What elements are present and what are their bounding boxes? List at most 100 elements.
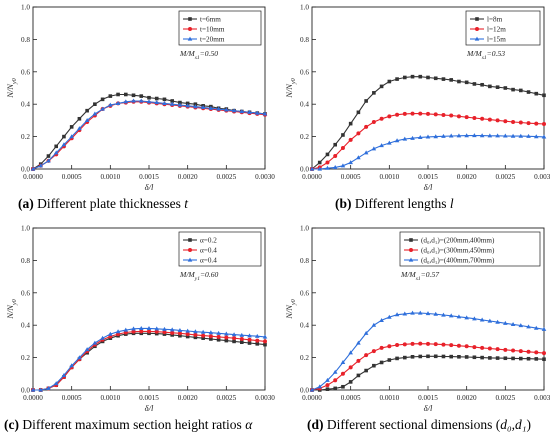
data-point [441,77,446,81]
data-point [379,345,384,350]
data-point [433,354,438,359]
data-point [403,75,407,80]
data-point [542,357,546,362]
data-point [364,368,368,373]
data-point [479,317,485,322]
data-point [185,103,190,108]
data-point [216,330,221,335]
legend-marker [475,27,479,31]
data-point [371,322,377,327]
data-point [503,133,508,138]
data-point [208,334,213,339]
data-point [464,115,469,120]
data-point [231,108,237,113]
data-point [77,355,82,360]
data-point [200,329,206,334]
data-point [387,358,392,362]
data-point [503,347,508,352]
data-point [410,341,415,346]
data-point [154,326,160,331]
data-point [348,380,353,384]
data-point [387,344,392,349]
data-point [263,339,267,344]
data-point [247,341,252,345]
legend: α=0.2 α=0.4 α=0.4 [178,231,262,267]
data-point [231,332,237,337]
data-point [146,99,152,104]
data-point [100,335,105,340]
data-point [216,334,221,339]
legend-label: t=20mm [200,36,225,44]
data-point [456,343,461,348]
data-point [495,347,500,352]
y-tick-label: 1.0 [21,4,30,12]
y-tick-label: 0.6 [300,68,309,76]
data-point [61,142,67,147]
data-point [541,326,547,331]
data-point [379,143,384,148]
data-point [348,365,353,370]
x-tick-label: 0.0005 [62,173,82,181]
data-point [480,345,485,350]
x-axis-label: δ/l [424,182,433,192]
x-axis-label: δ/l [145,182,154,192]
data-point [410,135,415,140]
data-point [518,323,524,328]
data-point [333,154,338,159]
legend-label: t=10mm [200,26,225,34]
data-point [448,313,454,318]
legend-label: (d₀,d₁)=(200mm,400mm) [421,237,495,245]
legend-marker [188,238,192,242]
data-point [247,333,252,338]
moment-ratio-note: M/Ms1=0.57 [400,270,440,282]
data-point [193,335,198,340]
x-tick-label: 0.0005 [62,394,82,402]
data-point [511,348,516,353]
series-2 [309,133,547,171]
legend-marker [475,17,479,21]
data-point [356,155,361,160]
y-tick-label: 0.6 [21,68,30,76]
data-point [170,99,174,103]
data-point [417,310,423,315]
data-point [488,356,492,360]
data-point [185,334,190,339]
data-point [356,373,361,378]
y-tick-label: 0.4 [21,322,30,330]
data-point [417,135,423,140]
data-point [232,336,237,341]
x-tick-label: 0.0020 [457,173,477,181]
data-point [426,75,430,80]
moment-ratio-note: M/Ms1=0.53 [466,49,505,61]
legend-marker [474,36,480,41]
x-tick-label: 0.0015 [418,173,438,181]
data-point [93,102,97,106]
data-point [511,120,516,125]
data-point [185,101,190,106]
data-point [100,97,105,102]
data-point [138,98,144,103]
data-point [38,387,44,392]
x-tick-label: 0.0000 [302,173,322,181]
legend: l=8m l=12m l=15m [465,10,541,46]
data-point [425,134,431,139]
data-point [46,385,51,390]
data-point [224,338,229,343]
data-point [348,160,353,165]
data-point [69,134,74,139]
x-tick-label: 0.0005 [341,173,361,181]
data-point [456,314,462,319]
data-point [379,360,384,365]
data-point [341,133,345,137]
data-point [472,345,477,350]
x-tick-label: 0.0020 [178,394,198,402]
data-point [100,106,105,111]
data-point [503,356,508,361]
data-point [533,134,539,139]
data-point [495,319,500,324]
y-tick-label: 0.2 [300,354,309,362]
caption-d: (d) Different sectional dimensions (d₀,d… [307,417,531,432]
x-tick-label: 0.0025 [495,173,515,181]
data-point [395,356,399,361]
data-point [178,100,182,105]
